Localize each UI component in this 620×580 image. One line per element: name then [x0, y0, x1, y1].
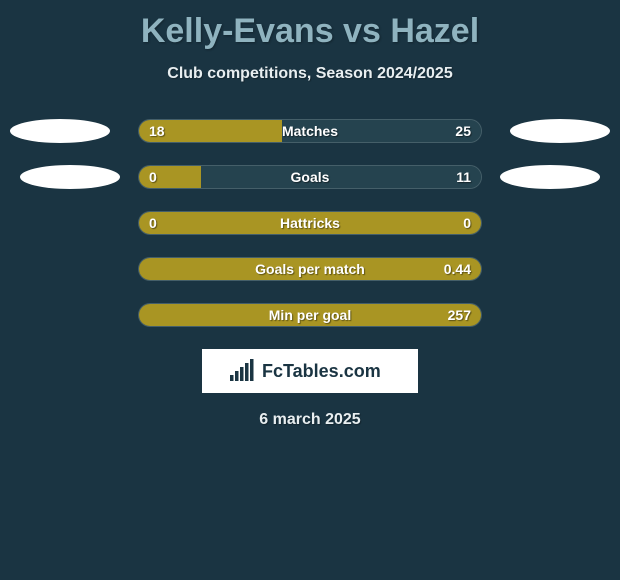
comparison-card: Kelly-Evans vs Hazel Club competitions, …: [0, 0, 620, 580]
date-label: 6 march 2025: [10, 411, 610, 429]
stat-row: Goals per match 0.44: [138, 257, 482, 281]
right-team-logo-1: [510, 119, 610, 143]
subtitle: Club competitions, Season 2024/2025: [0, 65, 620, 83]
stat-value-right: 0.44: [444, 261, 471, 277]
brand-box: FcTables.com: [202, 349, 418, 393]
stat-bars: 18 Matches 25 0 Goals 11 0 Hattricks 0: [138, 119, 482, 327]
stat-value-right: 25: [455, 123, 471, 139]
page-title: Kelly-Evans vs Hazel: [0, 0, 620, 51]
stat-value-left: 0: [149, 215, 157, 231]
stat-value-left: 0: [149, 169, 157, 185]
stat-value-right: 11: [456, 169, 471, 185]
stat-row: 0 Hattricks 0: [138, 211, 482, 235]
stat-label: Min per goal: [269, 307, 351, 323]
stat-row: Min per goal 257: [138, 303, 482, 327]
stat-label: Goals per match: [255, 261, 365, 277]
stat-value-left: 18: [149, 123, 165, 139]
stats-area: 18 Matches 25 0 Goals 11 0 Hattricks 0: [0, 119, 620, 429]
brand-text: FcTables.com: [262, 361, 381, 381]
stat-fill-right: [201, 166, 481, 188]
stat-label: Goals: [291, 169, 330, 185]
left-team-logo-1: [10, 119, 110, 143]
right-team-logo-2: [500, 165, 600, 189]
fctables-logo-icon: FcTables.com: [220, 356, 400, 386]
left-team-logo-2: [20, 165, 120, 189]
stat-label: Matches: [282, 123, 338, 139]
stat-label: Hattricks: [280, 215, 340, 231]
stat-row: 0 Goals 11: [138, 165, 482, 189]
stat-row: 18 Matches 25: [138, 119, 482, 143]
stat-value-right: 0: [463, 215, 471, 231]
stat-value-right: 257: [448, 307, 471, 323]
